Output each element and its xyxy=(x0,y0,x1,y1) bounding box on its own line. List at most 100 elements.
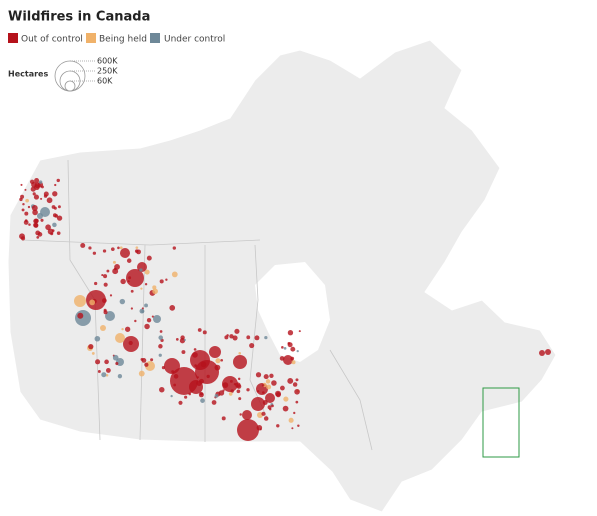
legend-label: Under control xyxy=(164,35,225,45)
hudson-bay xyxy=(255,262,330,362)
legend-swatch xyxy=(86,33,96,43)
fire-marker xyxy=(159,330,163,333)
fire-marker xyxy=(24,188,27,191)
fire-marker xyxy=(103,310,108,315)
fire-marker xyxy=(146,317,152,323)
fire-marker xyxy=(32,192,36,196)
fire-marker xyxy=(197,328,202,332)
fire-marker xyxy=(46,197,53,204)
fire-marker xyxy=(128,276,132,280)
fire-marker xyxy=(28,223,31,226)
fire-marker xyxy=(236,389,241,394)
fire-marker xyxy=(144,362,149,367)
fire-marker xyxy=(238,397,242,401)
fire-marker xyxy=(296,350,299,353)
fire-marker xyxy=(75,310,91,326)
fire-marker xyxy=(27,205,31,209)
fire-marker xyxy=(181,350,186,355)
fire-marker xyxy=(105,367,111,373)
fire-marker xyxy=(211,400,217,405)
fire-marker xyxy=(52,222,57,228)
fire-marker xyxy=(275,390,281,397)
fire-marker xyxy=(88,343,94,350)
fire-marker xyxy=(43,191,49,197)
fire-marker xyxy=(117,246,120,250)
fire-marker xyxy=(288,417,294,423)
fire-marker xyxy=(37,213,43,219)
fire-marker xyxy=(295,400,299,404)
fire-marker xyxy=(158,353,162,357)
size-label: 600K xyxy=(97,57,118,66)
fire-marker xyxy=(141,307,144,310)
fire-marker xyxy=(262,391,265,394)
fire-marker xyxy=(200,398,205,403)
fire-marker xyxy=(33,222,39,228)
fire-marker xyxy=(97,369,101,373)
fire-marker xyxy=(229,334,234,339)
fire-marker xyxy=(106,269,110,273)
fire-marker xyxy=(183,338,186,341)
fire-marker xyxy=(127,280,130,283)
fire-marker xyxy=(57,205,61,209)
fire-marker xyxy=(34,177,40,184)
fire-marker xyxy=(266,384,272,390)
fire-marker xyxy=(263,374,269,380)
fire-marker xyxy=(287,330,294,336)
fire-marker xyxy=(91,351,95,355)
fire-marker xyxy=(119,246,123,250)
fire-marker xyxy=(255,372,262,378)
fire-marker xyxy=(114,263,120,270)
fire-marker xyxy=(124,326,131,332)
fire-marker xyxy=(135,246,139,249)
fire-marker xyxy=(109,294,113,297)
fire-marker xyxy=(115,361,119,366)
fire-marker xyxy=(246,335,251,340)
fire-marker xyxy=(158,344,163,349)
fire-marker xyxy=(237,419,259,441)
fire-marker xyxy=(294,388,300,395)
fire-marker xyxy=(214,394,219,398)
fire-marker xyxy=(251,397,265,411)
fire-marker xyxy=(130,289,134,293)
fire-marker xyxy=(246,388,250,392)
fire-marker xyxy=(196,376,199,379)
fire-marker xyxy=(184,395,188,399)
fire-marker xyxy=(188,392,191,396)
fire-marker xyxy=(120,248,130,258)
legend: Out of control Being held Under control xyxy=(8,33,225,45)
fire-marker xyxy=(198,392,204,398)
fire-marker xyxy=(232,335,238,341)
fire-marker xyxy=(287,378,294,384)
fire-marker xyxy=(139,268,143,272)
fire-marker xyxy=(279,356,285,361)
fire-marker xyxy=(239,413,242,416)
fire-marker xyxy=(171,271,178,278)
fire-marker xyxy=(151,315,154,318)
fire-marker xyxy=(152,285,157,290)
fire-marker xyxy=(51,205,56,209)
fire-marker xyxy=(112,354,119,361)
fire-marker xyxy=(130,307,134,310)
fire-marker xyxy=(249,342,255,349)
fire-marker xyxy=(159,279,164,284)
fire-marker xyxy=(110,247,115,252)
fire-marker xyxy=(202,330,207,335)
fire-marker xyxy=(141,309,145,313)
size-label: 60K xyxy=(97,77,113,86)
fire-marker xyxy=(262,400,268,405)
fire-marker xyxy=(92,251,97,255)
fire-marker xyxy=(121,327,124,331)
fire-marker xyxy=(228,392,233,396)
fire-marker xyxy=(134,319,137,323)
fire-marker xyxy=(193,348,197,351)
fire-marker xyxy=(51,229,55,232)
fire-marker xyxy=(80,242,86,248)
fire-marker xyxy=(164,358,180,374)
fire-marker xyxy=(115,333,125,343)
fire-marker xyxy=(77,312,84,319)
fire-marker xyxy=(40,218,44,222)
fire-marker xyxy=(29,179,35,184)
fire-marker xyxy=(280,385,285,391)
fire-marker xyxy=(173,383,177,387)
fire-marker xyxy=(282,405,289,412)
